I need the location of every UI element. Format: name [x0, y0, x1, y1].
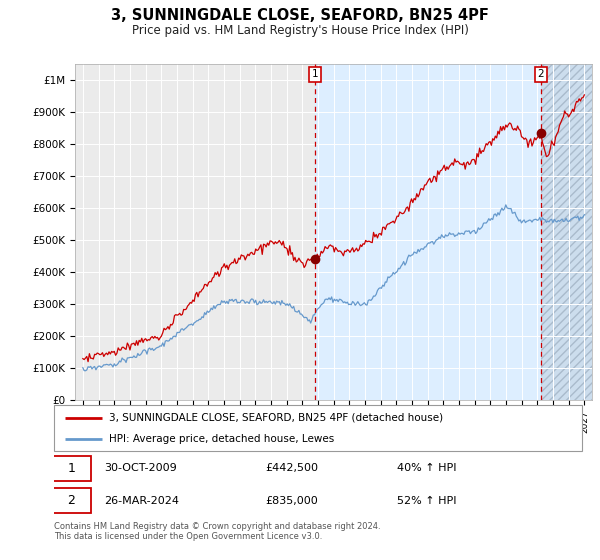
Text: £835,000: £835,000: [265, 496, 318, 506]
Text: 52% ↑ HPI: 52% ↑ HPI: [397, 496, 457, 506]
Bar: [541, 31, 592, 400]
Text: 3, SUNNINGDALE CLOSE, SEAFORD, BN25 4PF (detached house): 3, SUNNINGDALE CLOSE, SEAFORD, BN25 4PF …: [109, 413, 443, 423]
Text: 2: 2: [538, 69, 544, 80]
Text: Contains HM Land Registry data © Crown copyright and database right 2024.
This d: Contains HM Land Registry data © Crown c…: [54, 522, 380, 542]
Text: 26-MAR-2024: 26-MAR-2024: [104, 496, 179, 506]
Text: 2: 2: [67, 494, 76, 507]
Bar: [315, 64, 541, 400]
Text: 3, SUNNINGDALE CLOSE, SEAFORD, BN25 4PF: 3, SUNNINGDALE CLOSE, SEAFORD, BN25 4PF: [111, 8, 489, 24]
Text: £442,500: £442,500: [265, 464, 318, 473]
FancyBboxPatch shape: [52, 455, 91, 481]
Text: Price paid vs. HM Land Registry's House Price Index (HPI): Price paid vs. HM Land Registry's House …: [131, 24, 469, 37]
Text: 1: 1: [312, 69, 319, 80]
Text: HPI: Average price, detached house, Lewes: HPI: Average price, detached house, Lewe…: [109, 434, 335, 444]
Text: 40% ↑ HPI: 40% ↑ HPI: [397, 464, 457, 473]
FancyBboxPatch shape: [52, 488, 91, 514]
Text: 1: 1: [67, 462, 76, 475]
Text: 30-OCT-2009: 30-OCT-2009: [104, 464, 177, 473]
FancyBboxPatch shape: [54, 405, 582, 451]
